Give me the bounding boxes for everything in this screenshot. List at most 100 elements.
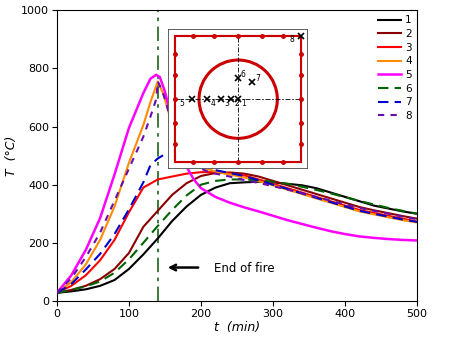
3 bbox=[68, 284, 74, 288]
8 bbox=[157, 84, 163, 88]
6 bbox=[212, 179, 218, 183]
8 bbox=[140, 135, 146, 139]
7 bbox=[97, 252, 103, 256]
3 bbox=[356, 208, 362, 212]
3 bbox=[371, 211, 377, 215]
8 bbox=[371, 209, 377, 213]
7 bbox=[227, 171, 233, 175]
8 bbox=[184, 152, 190, 156]
Text: 6: 6 bbox=[241, 70, 246, 79]
6 bbox=[97, 279, 103, 284]
7 bbox=[162, 152, 168, 156]
3 bbox=[155, 177, 161, 182]
5 bbox=[313, 226, 319, 230]
8 bbox=[191, 161, 197, 165]
X-axis label: t  (min): t (min) bbox=[214, 321, 260, 334]
6 bbox=[414, 212, 420, 216]
8 bbox=[270, 184, 276, 188]
4 bbox=[414, 221, 420, 225]
5 bbox=[184, 165, 190, 169]
6 bbox=[371, 202, 377, 207]
2 bbox=[270, 179, 276, 183]
7 bbox=[385, 215, 391, 219]
2 bbox=[126, 251, 132, 255]
7 bbox=[328, 200, 334, 204]
8 bbox=[68, 276, 74, 280]
8 bbox=[173, 132, 179, 136]
6 bbox=[256, 178, 262, 182]
6 bbox=[241, 177, 247, 182]
5 bbox=[270, 214, 276, 218]
8 bbox=[328, 199, 334, 203]
5 bbox=[414, 238, 420, 242]
8 bbox=[385, 212, 391, 216]
Line: 5: 5 bbox=[57, 75, 417, 293]
7 bbox=[112, 232, 118, 236]
Text: 2: 2 bbox=[235, 99, 239, 108]
3 bbox=[385, 214, 391, 218]
Text: 4: 4 bbox=[211, 99, 216, 108]
Line: 7: 7 bbox=[57, 153, 417, 293]
8 bbox=[169, 122, 175, 126]
4 bbox=[371, 212, 377, 216]
4 bbox=[54, 291, 60, 295]
5 bbox=[191, 177, 197, 182]
1 bbox=[256, 180, 262, 184]
2 bbox=[313, 192, 319, 196]
4 bbox=[184, 152, 190, 156]
1 bbox=[241, 180, 247, 184]
7 bbox=[313, 196, 319, 200]
4 bbox=[385, 215, 391, 219]
8 bbox=[256, 181, 262, 185]
5 bbox=[371, 236, 377, 240]
7 bbox=[126, 207, 132, 211]
8 bbox=[126, 167, 132, 171]
2 bbox=[112, 267, 118, 271]
2 bbox=[256, 174, 262, 179]
1 bbox=[227, 181, 233, 185]
7 bbox=[198, 162, 204, 167]
1 bbox=[112, 278, 118, 282]
6 bbox=[400, 209, 406, 213]
8 bbox=[148, 114, 154, 118]
5 bbox=[400, 238, 406, 242]
4 bbox=[112, 205, 118, 209]
7 bbox=[54, 291, 60, 295]
8 bbox=[299, 191, 305, 195]
2 bbox=[83, 284, 89, 288]
2 bbox=[227, 170, 233, 174]
7 bbox=[414, 220, 420, 224]
Line: 6: 6 bbox=[57, 180, 417, 293]
3 bbox=[198, 170, 204, 174]
4 bbox=[313, 196, 319, 200]
2 bbox=[97, 277, 103, 281]
4 bbox=[169, 126, 175, 130]
8 bbox=[400, 215, 406, 219]
2 bbox=[400, 214, 406, 218]
6 bbox=[313, 188, 319, 192]
4 bbox=[400, 218, 406, 222]
1 bbox=[140, 252, 146, 256]
5 bbox=[83, 248, 89, 252]
3 bbox=[140, 185, 146, 189]
1 bbox=[212, 185, 218, 189]
8 bbox=[284, 187, 290, 192]
3 bbox=[54, 291, 60, 295]
8 bbox=[176, 140, 182, 144]
1 bbox=[198, 193, 204, 197]
1 bbox=[284, 182, 290, 186]
Line: 2: 2 bbox=[57, 172, 417, 293]
8 bbox=[166, 110, 172, 114]
4 bbox=[68, 280, 74, 284]
7 bbox=[342, 205, 348, 209]
5 bbox=[166, 104, 172, 108]
5 bbox=[212, 195, 218, 199]
8 bbox=[112, 199, 118, 203]
5 bbox=[176, 145, 182, 149]
7 bbox=[155, 157, 161, 161]
6 bbox=[227, 177, 233, 182]
1 bbox=[83, 287, 89, 291]
3 bbox=[97, 258, 103, 262]
1 bbox=[342, 195, 348, 199]
2 bbox=[140, 225, 146, 229]
